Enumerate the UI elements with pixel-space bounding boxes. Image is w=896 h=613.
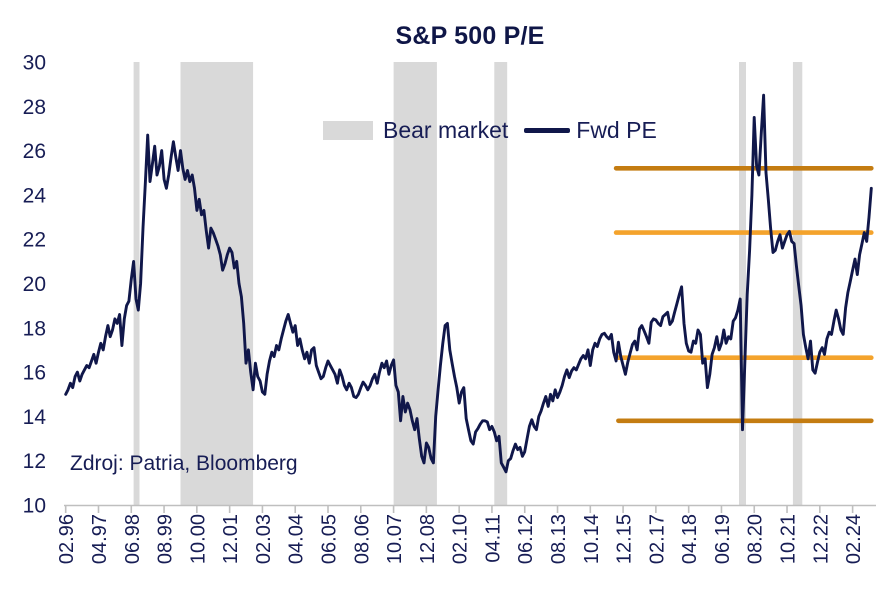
bear-market-band (133, 62, 140, 505)
bear-market-band (393, 62, 437, 505)
x-axis-label: 10.21 (778, 514, 800, 564)
x-axis-label: 08.99 (155, 514, 177, 564)
bear-market-band (739, 62, 746, 505)
x-axis-label: 12.08 (417, 514, 439, 564)
y-axis-label: 14 (23, 406, 47, 429)
x-axis-label: 02.96 (56, 514, 78, 564)
y-axis-label: 28 (23, 96, 46, 119)
x-axis-label: 02.17 (646, 514, 668, 564)
bear-market-band (180, 62, 254, 505)
x-axis-label: 04.11 (482, 514, 504, 563)
x-axis-label: 08.13 (548, 514, 570, 564)
x-axis-label: 06.19 (712, 514, 734, 564)
x-axis-label: 08.20 (745, 514, 767, 564)
y-axis-label: 30 (23, 52, 46, 75)
x-axis-label: 06.12 (515, 514, 537, 564)
x-axis-label: 12.01 (220, 514, 242, 564)
x-axis-label: 06.05 (319, 514, 341, 564)
x-axis-label: 02.03 (253, 514, 275, 564)
x-axis-label: 12.15 (614, 514, 636, 564)
y-axis-label: 18 (23, 317, 46, 340)
y-axis-label: 22 (23, 229, 46, 252)
x-axis-label: 08.06 (351, 514, 373, 564)
x-axis-label: 10.00 (187, 514, 209, 564)
x-axis-label: 10.07 (384, 514, 406, 564)
y-axis-label: 26 (23, 140, 46, 163)
legend-label-fwd-pe: Fwd PE (576, 116, 657, 143)
bear-market-band (494, 62, 508, 505)
y-axis-label: 20 (23, 273, 46, 296)
source-note: Zdroj: Patria, Bloomberg (70, 452, 298, 475)
x-axis-label: 10.14 (581, 514, 603, 564)
fwd-pe-line (64, 93, 873, 474)
y-axis-label: 16 (23, 362, 46, 385)
x-axis-label: 04.18 (679, 514, 701, 564)
chart-legend: Bear market Fwd PE (323, 115, 657, 145)
chart-title: S&P 500 P/E (395, 22, 545, 50)
y-axis-label: 12 (23, 450, 46, 473)
x-axis-label: 04.97 (89, 514, 111, 564)
x-axis-label: 06.98 (122, 514, 144, 564)
bear-market-swatch-icon (323, 120, 373, 140)
x-axis-label: 12.22 (810, 514, 832, 564)
legend-label-bear-market: Bear market (383, 116, 509, 143)
fwd-pe-line-swatch-icon (524, 127, 571, 133)
x-axis-label: 04.04 (286, 514, 308, 564)
x-axis-label: 02.10 (450, 514, 472, 564)
y-axis-label: 24 (23, 184, 47, 207)
y-axis-label: 10 (23, 495, 46, 518)
x-axis-label: 02.24 (843, 514, 865, 564)
